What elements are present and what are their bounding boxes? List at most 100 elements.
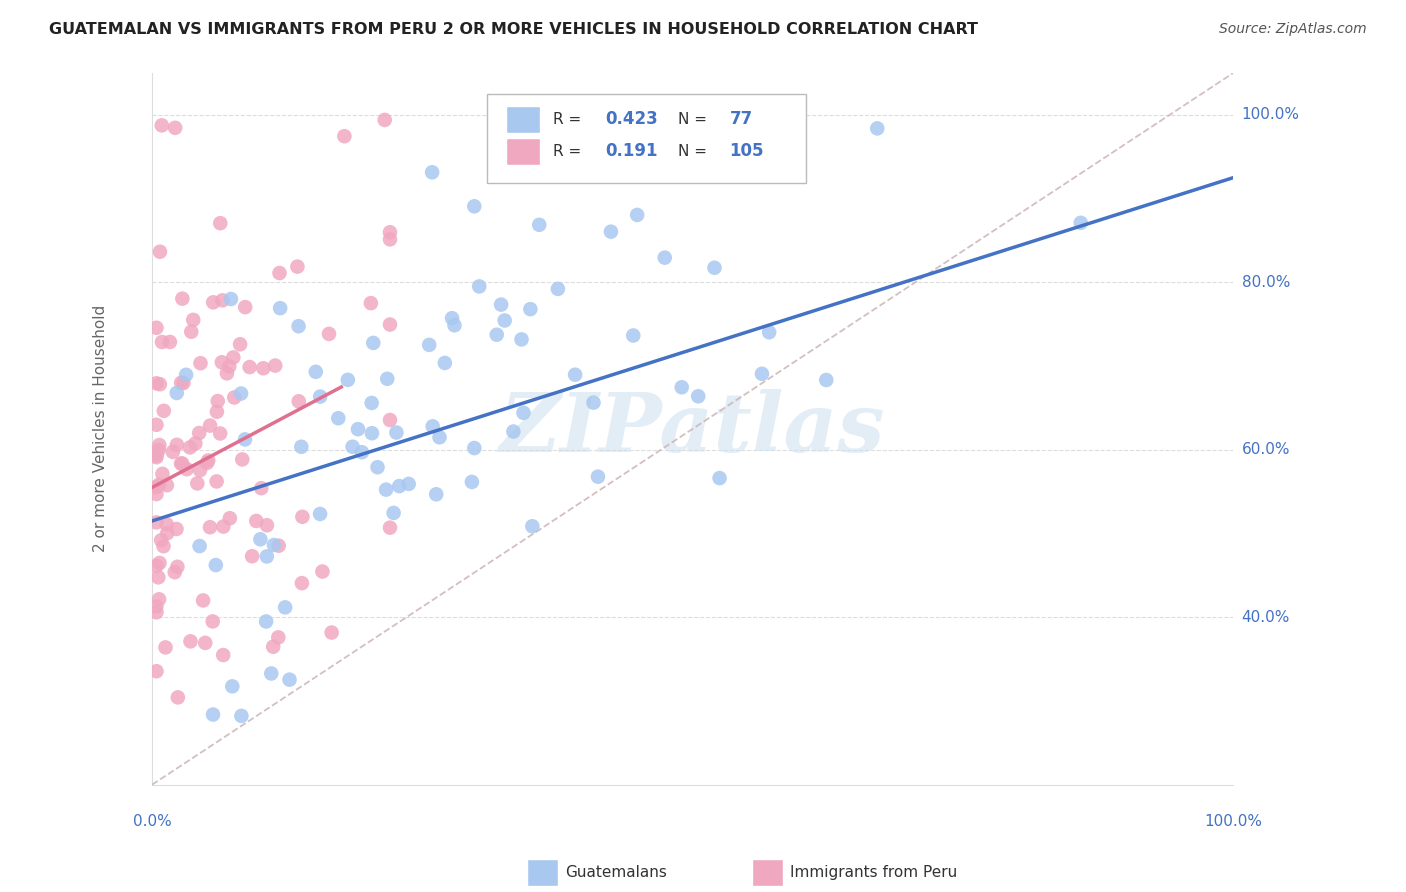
Text: 80.0%: 80.0% [1241,275,1289,290]
Point [172,376,194,390]
Point [159,334,181,349]
Point [267,539,290,553]
Point [170,376,193,390]
Point [654,251,676,265]
Point [709,471,731,485]
Point [333,129,356,144]
Point [328,411,350,425]
Point [218,511,240,525]
Point [148,442,170,457]
Point [145,558,167,573]
Point [194,636,217,650]
Point [221,679,243,693]
Point [519,302,541,317]
Text: ZIPatlas: ZIPatlas [501,389,886,469]
Point [233,300,256,314]
Point [190,356,212,370]
Point [145,449,167,463]
Text: 105: 105 [730,142,763,161]
Text: Guatemalans: Guatemalans [565,865,666,880]
Point [311,565,333,579]
Point [195,456,218,470]
Text: Immigrants from Peru: Immigrants from Peru [790,865,957,880]
Point [375,483,398,497]
Point [529,218,551,232]
Point [249,533,271,547]
Point [245,514,267,528]
Point [188,539,211,553]
Point [148,570,170,584]
Point [626,208,648,222]
Point [148,556,170,570]
Text: 100.0%: 100.0% [1241,107,1299,122]
Point [222,351,245,365]
Point [212,519,235,533]
Point [145,487,167,501]
Point [212,648,235,662]
Point [176,462,198,476]
Point [468,279,491,293]
Point [145,417,167,432]
Text: R =: R = [553,112,586,127]
FancyBboxPatch shape [506,137,540,165]
Point [148,478,170,492]
Point [188,463,211,477]
Point [291,576,314,591]
Point [205,475,228,489]
Point [586,469,609,483]
Point [264,359,287,373]
Point [433,356,456,370]
Point [309,390,332,404]
Point [671,380,693,394]
FancyBboxPatch shape [506,106,540,133]
FancyBboxPatch shape [488,95,806,183]
Point [512,406,534,420]
Point [188,425,211,440]
Point [180,325,202,339]
Point [174,368,197,382]
Point [378,318,401,332]
Point [263,538,285,552]
Point [600,225,623,239]
Point [287,260,309,274]
Point [367,460,389,475]
Point [155,517,177,532]
Point [378,232,401,246]
Point [231,452,253,467]
Point [360,296,382,310]
Point [267,631,290,645]
Point [679,109,702,123]
Point [269,266,291,280]
Point [866,121,889,136]
Point [152,539,174,553]
Point [224,391,246,405]
Point [145,599,167,614]
Point [239,360,262,375]
Point [582,395,605,409]
Point [202,707,225,722]
Point [262,640,284,654]
Point [207,394,229,409]
Text: R =: R = [553,144,586,159]
Point [378,413,401,427]
Point [502,425,524,439]
Point [290,440,312,454]
Point [219,292,242,306]
Point [336,373,359,387]
Point [184,436,207,450]
Point [420,165,443,179]
Point [166,438,188,452]
Point [166,559,188,574]
Point [218,359,240,374]
Point [422,419,444,434]
Point [229,386,252,401]
Point [149,377,172,392]
Point [211,293,233,308]
Point [145,516,167,530]
Point [166,690,188,705]
Point [152,404,174,418]
Point [233,433,256,447]
Point [260,666,283,681]
Point [166,522,188,536]
Point [321,625,343,640]
